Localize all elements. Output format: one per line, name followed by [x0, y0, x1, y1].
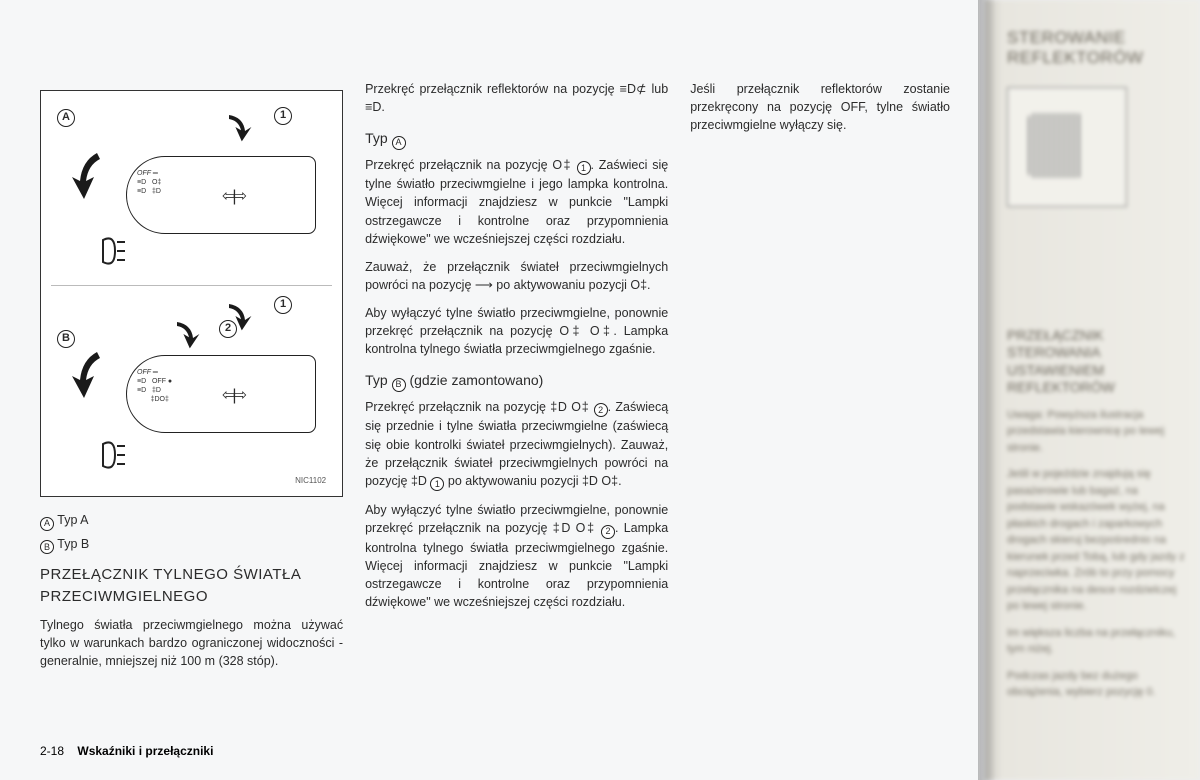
page-number: 2-18	[40, 744, 64, 758]
right-paragraph: Podczas jazdy bez dużego obciążenia, wyb…	[1007, 668, 1190, 701]
body-paragraph: Aby wyłączyć tylne światło przeciwmgieln…	[365, 501, 668, 611]
diagram-label-b: B	[57, 330, 75, 348]
column-2: Przekręć przełącznik reflektorów na pozy…	[365, 20, 668, 760]
manual-page-left: A 1 OFF ═ ≡D O‡ ≡D ‡D ⇦|⇨	[0, 0, 980, 780]
direction-arrows-icon: ⇦|⇨	[222, 384, 244, 407]
diagram-num-1: 1	[274, 107, 292, 125]
section-heading: PRZEŁĄCZNIK TYLNEGO ŚWIATŁA PRZECIWMGIEL…	[40, 564, 343, 608]
headlight-icon	[101, 440, 127, 470]
diagram-type-a: A 1 OFF ═ ≡D O‡ ≡D ‡D ⇦|⇨	[51, 101, 332, 281]
body-paragraph: Przekręć przełącznik na pozycję ‡D O‡ 2.…	[365, 398, 668, 491]
headlight-icon	[101, 236, 127, 266]
stalk-diagram-b: OFF ═ ≡D OFF ● ≡D ‡D ‡DO‡ ⇦|⇨	[126, 355, 316, 433]
right-paragraph: Jeśli w pojeździe znajdują się pasażerow…	[1007, 466, 1190, 615]
column-3: Jeśli przełącznik reflektorów zostanie p…	[690, 20, 950, 760]
right-heading: STEROWANIE REFLEKTORÓW	[1007, 28, 1190, 69]
footer-title: Wskaźniki i przełączniki	[77, 744, 213, 758]
diagram-type-b: B 1 2 OFF ═ ≡D OFF ● ≡D ‡D ‡DO‡	[51, 290, 332, 490]
subheading-type-b: Typ B (gdzie zamontowano)	[365, 370, 668, 392]
rotate-arrow-icon	[71, 151, 113, 211]
rotate-arrow-icon	[221, 300, 253, 332]
direction-arrows-icon: ⇦|⇨	[222, 185, 244, 208]
diagram-code: NIC1102	[295, 475, 326, 487]
right-paragraph: Im większa liczba na przełączniku, tym n…	[1007, 625, 1190, 658]
diagram-num-1: 1	[274, 296, 292, 314]
body-paragraph: Zauważ, że przełącznik świateł przeciwmg…	[365, 258, 668, 294]
stalk-text: OFF ═ ≡D OFF ● ≡D ‡D ‡DO‡	[137, 368, 172, 404]
subheading-type-a: Typ A	[365, 128, 668, 150]
diagram-box: A 1 OFF ═ ≡D O‡ ≡D ‡D ⇦|⇨	[40, 90, 343, 497]
right-diagram-box	[1007, 87, 1127, 207]
legend-a: A Typ A	[40, 511, 343, 531]
stalk-text: OFF ═ ≡D O‡ ≡D ‡D	[137, 169, 161, 196]
body-paragraph: Tylnego światła przeciwmgielnego można u…	[40, 616, 343, 670]
legend-b: B Typ B	[40, 535, 343, 555]
stalk-diagram-a: OFF ═ ≡D O‡ ≡D ‡D ⇦|⇨	[126, 156, 316, 234]
rotate-arrow-icon	[169, 318, 201, 350]
body-paragraph: Przekręć przełącznik reflektorów na pozy…	[365, 80, 668, 116]
rotate-arrow-icon	[71, 350, 113, 410]
right-subheading: PRZEŁĄCZNIK STEROWANIA USTAWIENIEM REFLE…	[1007, 327, 1190, 397]
diagram-label-a: A	[57, 109, 75, 127]
body-paragraph: Aby wyłączyć tylne światło przeciwmgieln…	[365, 304, 668, 358]
rotate-arrow-icon	[221, 111, 253, 143]
body-paragraph: Jeśli przełącznik reflektorów zostanie p…	[690, 80, 950, 134]
body-paragraph: Przekręć przełącznik na pozycję O‡ 1. Za…	[365, 156, 668, 248]
page-footer: 2-18 Wskaźniki i przełączniki	[40, 744, 213, 758]
right-note: Uwaga: Powyższa ilustracja przedstawia k…	[1007, 407, 1190, 457]
next-page-preview: STEROWANIE REFLEKTORÓW PRZEŁĄCZNIK STERO…	[985, 0, 1200, 780]
column-1: A 1 OFF ═ ≡D O‡ ≡D ‡D ⇦|⇨	[40, 20, 343, 760]
columns-wrapper: A 1 OFF ═ ≡D O‡ ≡D ‡D ⇦|⇨	[40, 20, 950, 760]
